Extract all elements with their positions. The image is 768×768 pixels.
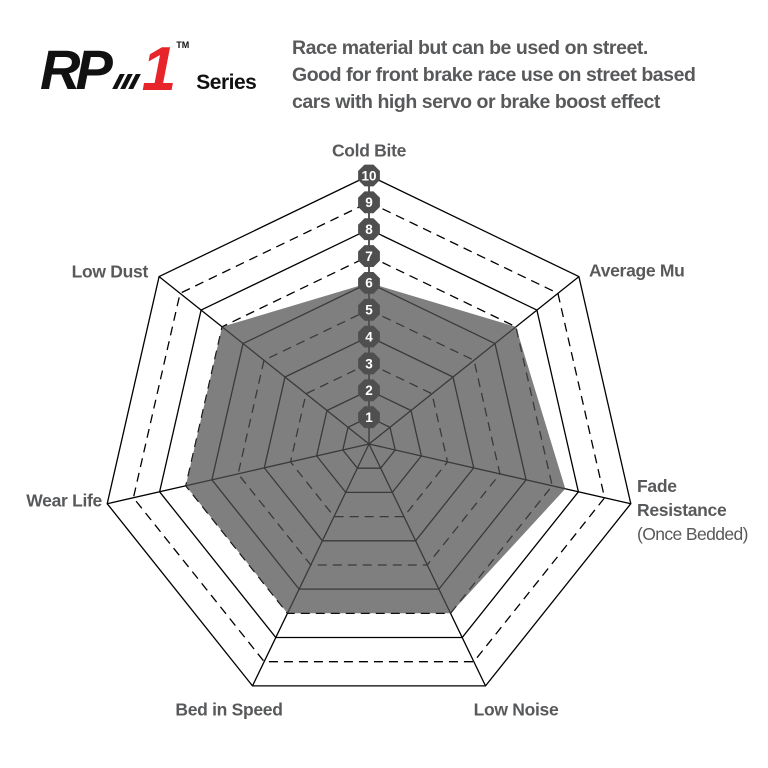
scale-badge-7: 7: [358, 245, 380, 267]
scale-badge-4: 4: [358, 325, 380, 348]
svg-text:7: 7: [365, 249, 373, 264]
svg-text:8: 8: [365, 222, 373, 237]
axis-sublabel-text: (Once Bedded): [637, 524, 748, 544]
axis-label-low-noise: Low Noise: [473, 699, 559, 720]
axis-label-average-mu: Average Mu: [589, 260, 685, 281]
scale-badge-6: 6: [358, 272, 380, 294]
scale-badge-8: 8: [358, 218, 380, 241]
svg-text:9: 9: [365, 195, 373, 210]
axis-label-text: Fade Resistance: [637, 476, 727, 520]
description-line-2: Good for front brake race use on street …: [292, 64, 696, 86]
axis-label-low-dust: Low Dust: [71, 261, 149, 282]
trademark-symbol: TM: [176, 40, 190, 50]
axis-label-cold-bite: Cold Bite: [331, 140, 407, 161]
logo-number: 1: [141, 34, 177, 104]
axis-label-wear-life: Wear Life: [26, 490, 102, 511]
svg-text:5: 5: [365, 303, 373, 318]
description-line-1: Race material but can be used on street.: [292, 37, 648, 59]
scale-badge-1: 1: [358, 406, 380, 429]
rp1-logo: RP 1 TM Series: [40, 34, 257, 104]
svg-text:1: 1: [365, 410, 373, 425]
scale-badge-9: 9: [358, 191, 380, 214]
svg-text:10: 10: [361, 168, 376, 183]
scale-badge-5: 5: [358, 298, 380, 321]
scale-badge-10: 10: [358, 164, 380, 187]
svg-text:2: 2: [365, 383, 373, 398]
scale-badge-2: 2: [358, 379, 380, 402]
description-line-3: cars with high servo or brake boost effe…: [292, 91, 660, 113]
svg-text:6: 6: [365, 276, 373, 291]
product-description: Race material but can be used on street.…: [292, 35, 752, 116]
svg-text:3: 3: [365, 356, 373, 371]
axis-label-fade-resistance: Fade Resistance (Once Bedded): [637, 474, 748, 546]
logo-series-label: Series: [196, 71, 257, 94]
scale-badge-3: 3: [358, 352, 380, 375]
svg-text:4: 4: [365, 329, 373, 344]
axis-label-bed-in-speed: Bed in Speed: [175, 699, 283, 720]
logo-rp-text: RP: [40, 38, 113, 102]
